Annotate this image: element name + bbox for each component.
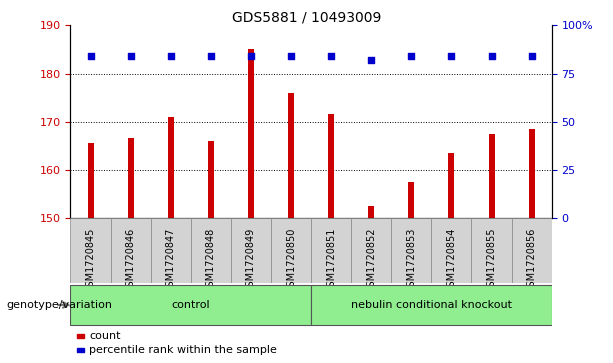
Point xyxy=(406,53,416,59)
Bar xyxy=(110,218,151,283)
Bar xyxy=(449,153,454,218)
Bar xyxy=(191,218,231,283)
Bar xyxy=(70,218,110,283)
Bar xyxy=(77,348,84,352)
Text: GSM1720852: GSM1720852 xyxy=(366,228,376,293)
Text: GSM1720856: GSM1720856 xyxy=(527,228,536,293)
Point xyxy=(166,53,176,59)
Bar xyxy=(70,285,311,325)
Text: GSM1720846: GSM1720846 xyxy=(126,228,135,293)
Bar xyxy=(128,138,134,218)
Text: GDS5881 / 10493009: GDS5881 / 10493009 xyxy=(232,11,381,25)
Bar xyxy=(208,141,214,218)
Text: count: count xyxy=(89,331,120,341)
Text: GSM1720850: GSM1720850 xyxy=(286,228,296,293)
Text: nebulin conditional knockout: nebulin conditional knockout xyxy=(351,300,512,310)
Bar xyxy=(88,143,94,218)
Bar xyxy=(432,218,471,283)
Point xyxy=(446,53,456,59)
Bar xyxy=(368,206,375,218)
Bar xyxy=(231,218,271,283)
Bar xyxy=(168,117,173,218)
Point xyxy=(487,53,497,59)
Point xyxy=(286,53,296,59)
Bar xyxy=(471,218,512,283)
Text: GSM1720855: GSM1720855 xyxy=(487,228,497,293)
Bar xyxy=(328,114,334,218)
Point xyxy=(326,53,336,59)
Bar xyxy=(288,93,294,218)
Point xyxy=(86,53,96,59)
Point xyxy=(527,53,536,59)
Bar xyxy=(408,182,414,218)
Text: GSM1720848: GSM1720848 xyxy=(206,228,216,293)
Bar xyxy=(311,285,552,325)
Text: GSM1720849: GSM1720849 xyxy=(246,228,256,293)
Bar xyxy=(391,218,432,283)
Bar xyxy=(77,334,84,338)
Bar xyxy=(248,49,254,218)
Text: control: control xyxy=(172,300,210,310)
Bar xyxy=(489,134,495,218)
Bar xyxy=(351,218,391,283)
Text: GSM1720847: GSM1720847 xyxy=(166,228,176,293)
Bar xyxy=(512,218,552,283)
Text: GSM1720854: GSM1720854 xyxy=(446,228,457,293)
Text: percentile rank within the sample: percentile rank within the sample xyxy=(89,345,276,355)
Text: GSM1720845: GSM1720845 xyxy=(86,228,96,293)
Bar xyxy=(271,218,311,283)
Bar xyxy=(528,129,535,218)
Bar xyxy=(311,218,351,283)
Text: GSM1720851: GSM1720851 xyxy=(326,228,336,293)
Text: GSM1720853: GSM1720853 xyxy=(406,228,416,293)
Point xyxy=(367,57,376,63)
Point xyxy=(246,53,256,59)
Point xyxy=(126,53,135,59)
Point xyxy=(206,53,216,59)
Text: genotype/variation: genotype/variation xyxy=(6,300,112,310)
Bar xyxy=(151,218,191,283)
